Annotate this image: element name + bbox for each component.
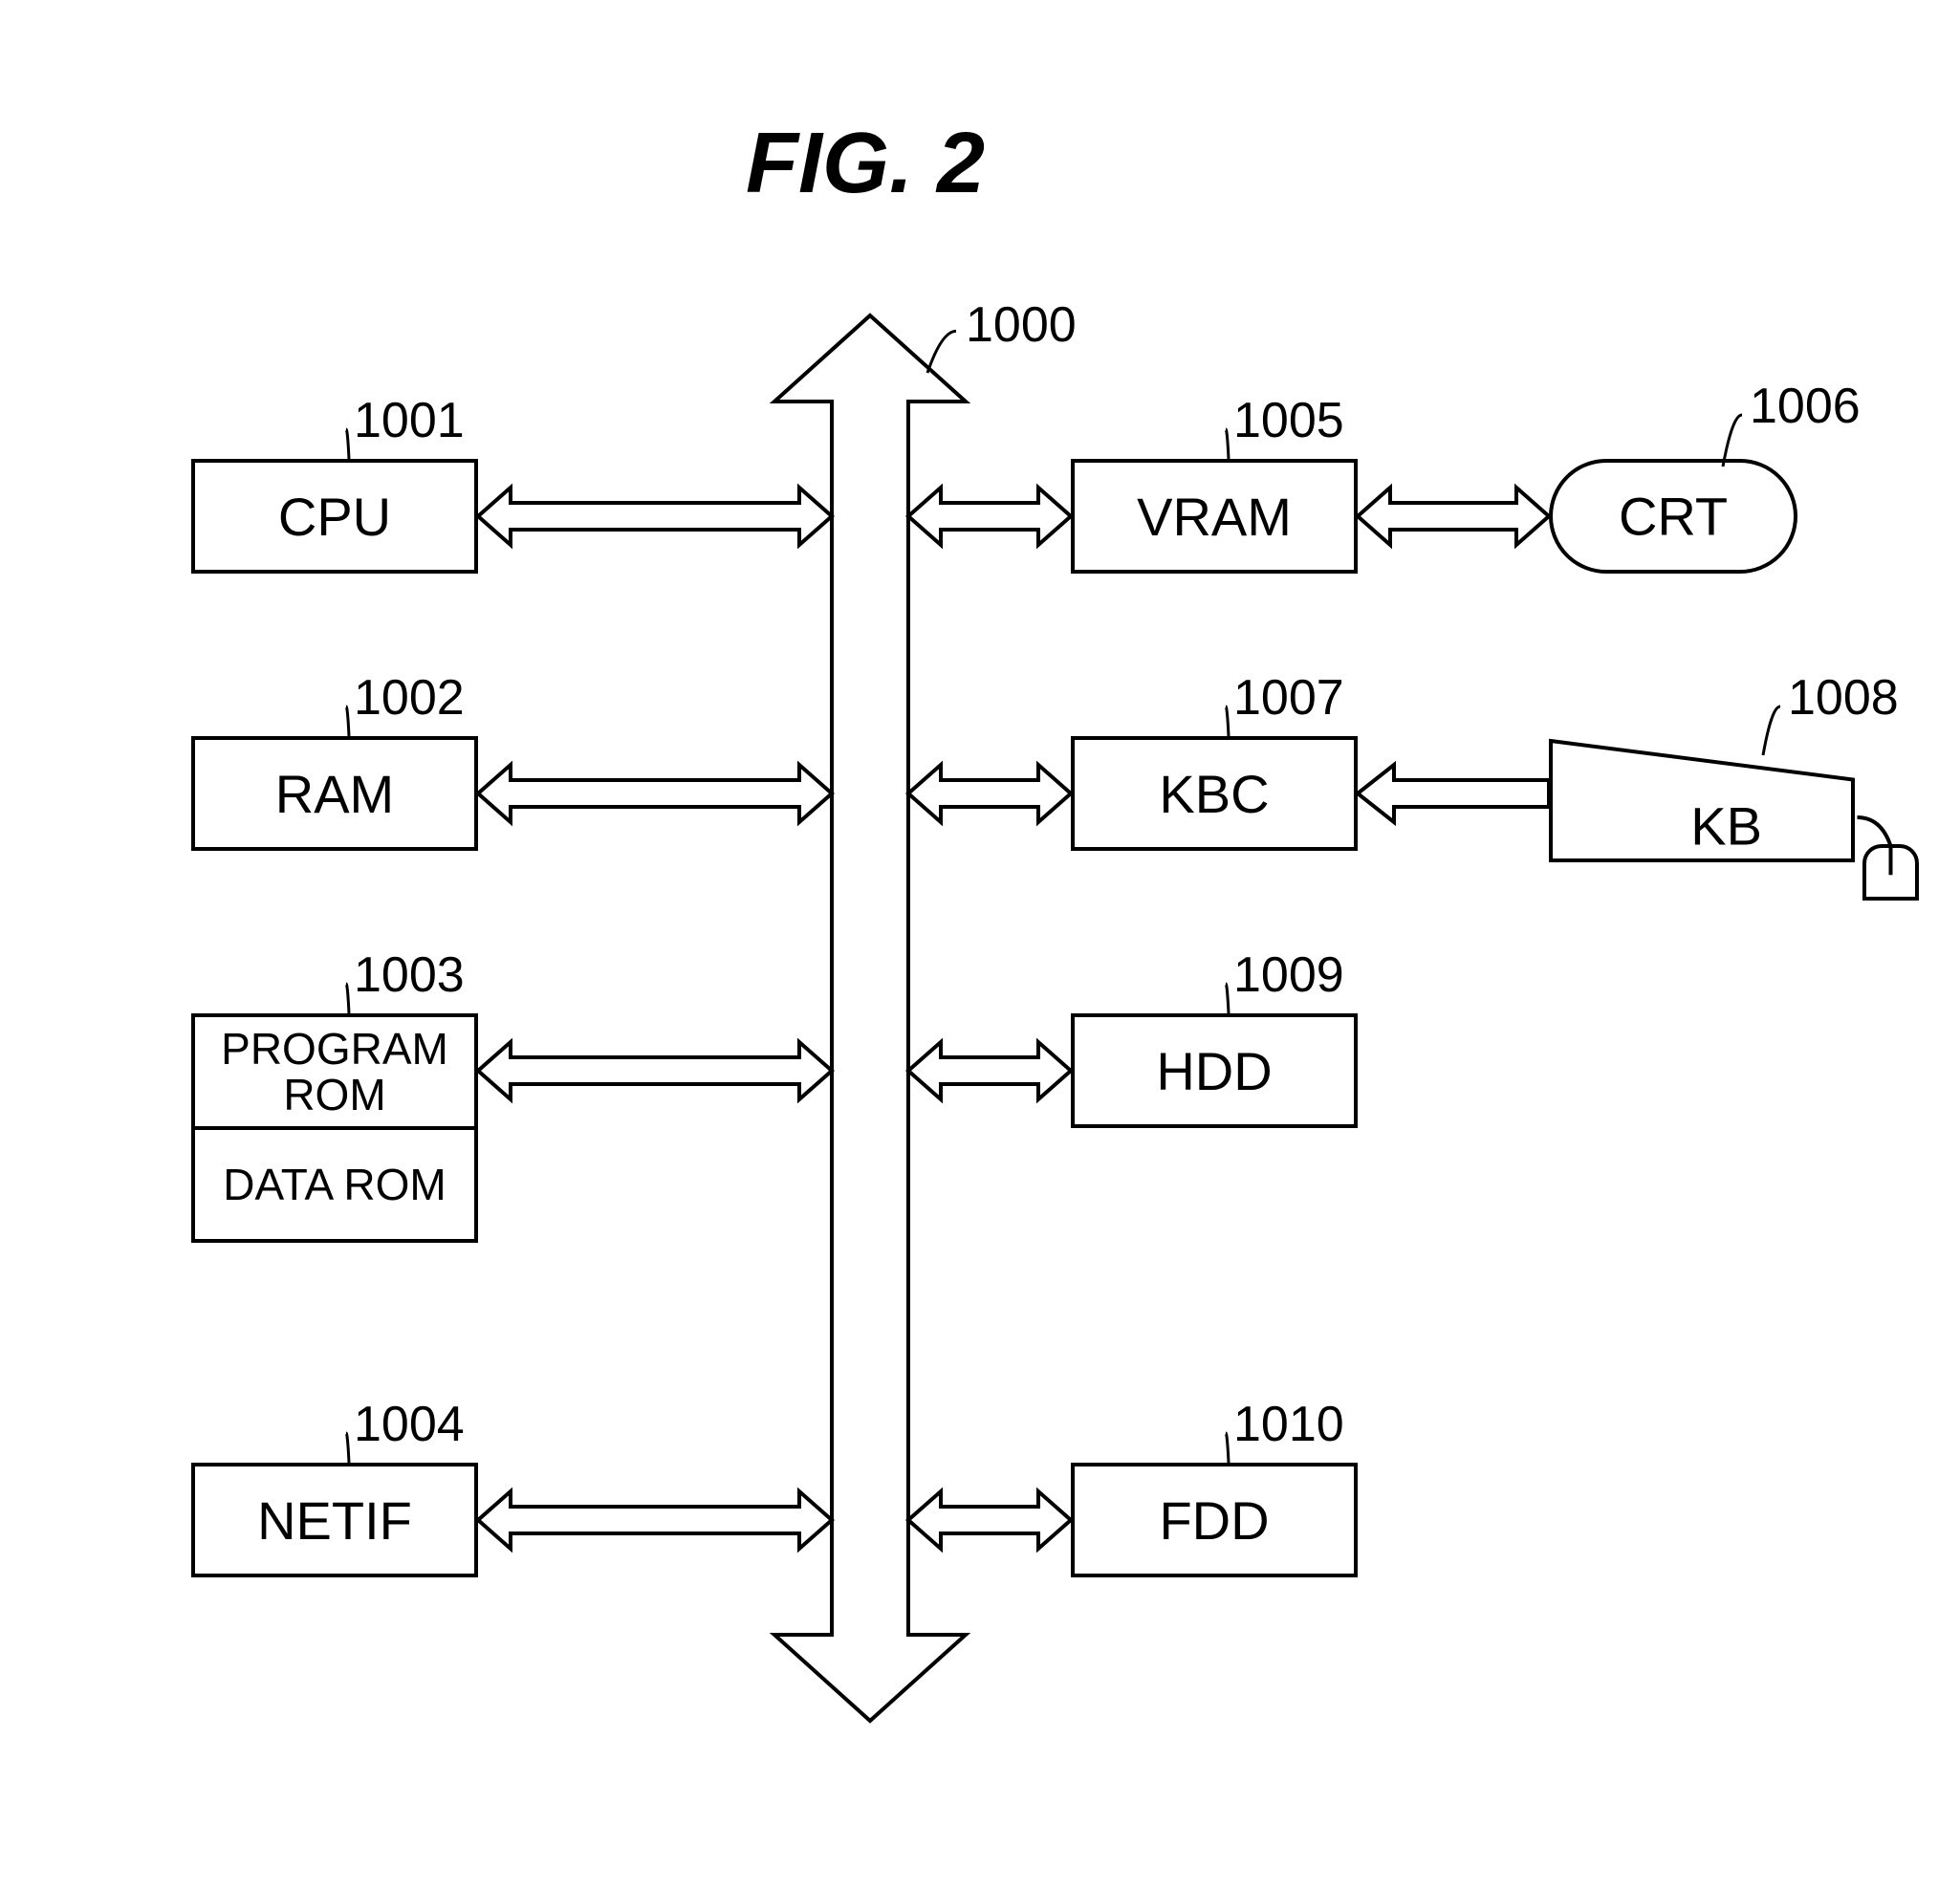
diagram-canvas: FIG. 2 1000 CPU 1001 RAM 1002 PROGRAM RO… — [0, 0, 1960, 1890]
connectors-svg — [0, 0, 1960, 1890]
